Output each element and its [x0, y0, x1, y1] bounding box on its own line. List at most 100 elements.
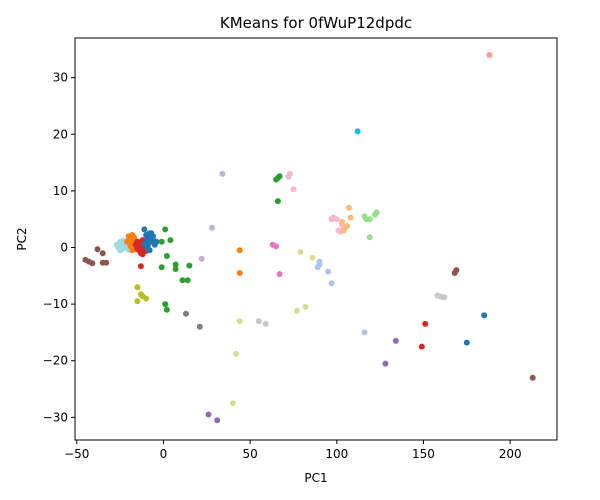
x-axis-label: PC1 — [304, 471, 327, 485]
scatter-point — [184, 277, 191, 284]
y-tick-label: −20 — [43, 354, 68, 368]
scatter-point — [373, 209, 380, 216]
scatter-point — [344, 223, 351, 229]
scatter-point — [99, 250, 106, 257]
scatter-point — [297, 249, 304, 255]
scatter-point — [290, 186, 297, 193]
scatter-point — [441, 294, 448, 301]
plot-frame — [74, 37, 558, 441]
scatter-point — [236, 247, 243, 254]
scatter-point — [134, 298, 141, 305]
scatter-point — [134, 284, 141, 291]
scatter-point — [196, 323, 203, 330]
scatter-point — [345, 204, 352, 211]
data-points — [82, 52, 536, 424]
scatter-point — [158, 264, 165, 271]
scatter-point — [463, 339, 470, 346]
scatter-point — [486, 52, 493, 58]
scatter-point — [361, 329, 368, 336]
scatter-point — [366, 216, 373, 223]
scatter-point — [144, 245, 151, 252]
x-tick-label: −50 — [64, 447, 89, 461]
scatter-point — [333, 216, 340, 223]
scatter-point — [214, 417, 221, 424]
y-axis-label: PC2 — [15, 227, 29, 250]
scatter-point — [103, 259, 110, 266]
scatter-point — [262, 320, 269, 327]
x-tick-label: 150 — [412, 447, 435, 461]
scatter-point — [347, 214, 354, 221]
scatter-point — [124, 238, 130, 245]
y-tick-label: 10 — [53, 184, 68, 198]
scatter-point — [183, 310, 189, 317]
scatter-point — [328, 280, 335, 287]
x-tick-label: 200 — [499, 447, 522, 461]
scatter-point — [453, 267, 460, 274]
scatter-point — [209, 224, 215, 231]
scatter-point — [302, 303, 309, 310]
scatter-point — [422, 320, 429, 327]
scatter-point — [255, 318, 262, 325]
scatter-point — [205, 411, 212, 418]
scatter-point — [186, 262, 193, 269]
scatter-point — [276, 173, 283, 180]
scatter-point — [89, 260, 96, 267]
scatter-point — [148, 230, 155, 237]
scatter-point — [354, 128, 361, 135]
scatter-point — [118, 246, 125, 253]
scatter-point — [130, 234, 137, 241]
scatter-point — [236, 270, 243, 276]
scatter-point — [229, 400, 236, 407]
scatter-point — [137, 263, 144, 270]
scatter-point — [233, 350, 240, 357]
scatter-point — [366, 234, 373, 241]
scatter-point — [146, 236, 153, 242]
scatter-point — [418, 343, 425, 350]
scatter-point — [529, 374, 536, 381]
x-tick-label: 50 — [242, 447, 257, 461]
y-tick-label: 0 — [60, 240, 68, 254]
scatter-point — [179, 277, 186, 284]
scatter-point — [392, 337, 399, 344]
scatter-point — [163, 306, 170, 313]
scatter-point — [481, 312, 488, 319]
x-tick-label: 100 — [325, 447, 348, 461]
scatter-point — [273, 243, 280, 250]
scatter-point — [339, 219, 345, 225]
scatter-point — [172, 266, 179, 272]
scatter-point — [236, 318, 243, 325]
scatter-point — [167, 237, 174, 244]
scatter-point — [163, 253, 170, 259]
y-tick-label: −30 — [43, 410, 68, 424]
scatter-point — [276, 271, 283, 278]
scatter-point — [143, 295, 150, 302]
y-tick-label: −10 — [43, 297, 68, 311]
scatter-point — [198, 255, 205, 262]
scatter-point — [172, 261, 179, 268]
scatter-point — [287, 170, 293, 177]
y-axis: −30 −20 −10 0 10 20 30 — [43, 71, 75, 424]
chart-title: KMeans for 0fWuP12dpdc — [220, 14, 412, 32]
y-tick-label: 30 — [53, 71, 68, 85]
x-tick-label: 0 — [160, 447, 168, 461]
scatter-point — [162, 301, 169, 308]
scatter-point — [340, 227, 347, 234]
scatter-point — [141, 241, 148, 248]
y-tick-label: 20 — [53, 127, 68, 141]
scatter-point — [134, 245, 141, 252]
scatter-point — [219, 170, 226, 177]
scatter-point — [293, 307, 300, 314]
scatter-point — [274, 198, 281, 205]
scatter-point — [129, 247, 136, 254]
scatter-point — [141, 226, 148, 233]
scatter-point — [309, 254, 316, 261]
scatter-point — [316, 261, 323, 268]
scatter-point — [382, 360, 389, 367]
x-axis: −50 0 50 100 150 200 — [64, 440, 522, 461]
scatter-point — [162, 226, 169, 233]
scatter-point — [94, 246, 101, 253]
scatter-point — [325, 268, 332, 275]
scatter-point — [153, 238, 160, 245]
scatter-point — [158, 238, 165, 245]
